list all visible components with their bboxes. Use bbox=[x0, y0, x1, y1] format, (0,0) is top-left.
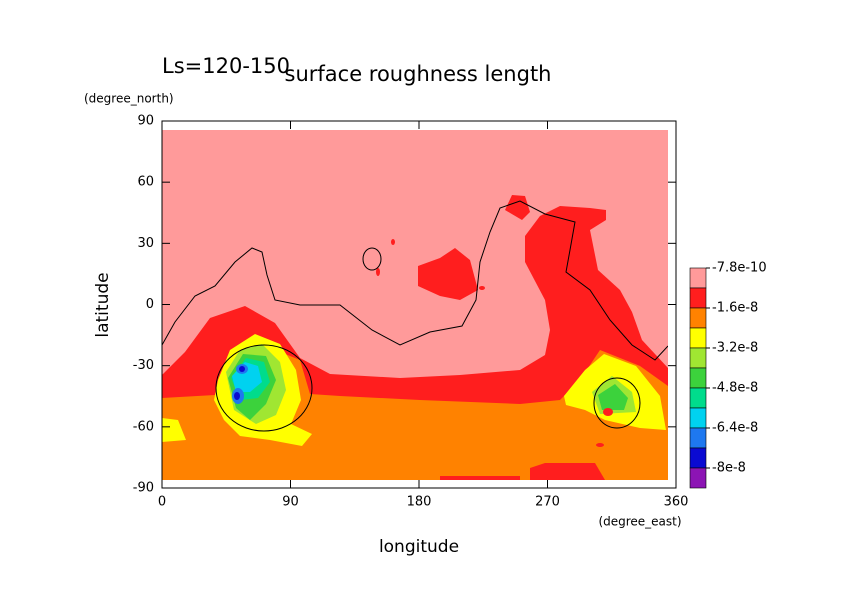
contour-line bbox=[362, 247, 382, 271]
y-axis-label: latitude bbox=[93, 272, 113, 337]
x-tick-label: 0 bbox=[158, 495, 166, 510]
colorbar-label: -6.4e-8 bbox=[712, 421, 758, 436]
colorbar-label: -1.6e-8 bbox=[712, 301, 758, 316]
colorbar-box bbox=[689, 307, 707, 329]
contour-region bbox=[239, 366, 245, 372]
colorbar-box bbox=[689, 267, 707, 289]
contour-region bbox=[162, 418, 186, 442]
chart-title: surface roughness length bbox=[285, 62, 552, 86]
colorbar-box bbox=[689, 427, 707, 449]
colorbar-box bbox=[689, 387, 707, 409]
colorbar-box bbox=[689, 327, 707, 349]
colorbar-box bbox=[689, 467, 707, 489]
x-unit: (degree_east) bbox=[598, 515, 681, 529]
y-tick-label: 90 bbox=[137, 114, 154, 129]
colorbar-box bbox=[689, 367, 707, 389]
contour-region bbox=[234, 392, 240, 400]
contour-region bbox=[376, 268, 380, 276]
colorbar-box bbox=[689, 407, 707, 429]
colorbar-box bbox=[689, 287, 707, 309]
contour-region bbox=[603, 408, 613, 416]
contour-field bbox=[162, 130, 668, 480]
y-tick-label: -90 bbox=[133, 481, 154, 496]
contour-region bbox=[530, 463, 605, 480]
y-unit: (degree_north) bbox=[84, 92, 174, 106]
contour-region bbox=[598, 384, 628, 410]
contour-region bbox=[596, 443, 604, 447]
x-tick-label: 270 bbox=[535, 495, 560, 510]
contour-region bbox=[391, 239, 395, 245]
topography-contours bbox=[162, 200, 668, 432]
x-tick-label: 90 bbox=[282, 495, 299, 510]
contour-region bbox=[440, 476, 520, 480]
y-tick-label: 30 bbox=[137, 236, 154, 251]
colorbar-label: -4.8e-8 bbox=[712, 381, 758, 396]
annotation: Ls=120-150 bbox=[162, 54, 290, 78]
colorbar-box bbox=[689, 347, 707, 369]
x-tick-label: 360 bbox=[664, 495, 689, 510]
y-tick-label: 0 bbox=[146, 297, 154, 312]
colorbar-box bbox=[689, 447, 707, 469]
contour-region bbox=[418, 248, 478, 300]
y-tick-label: -60 bbox=[133, 419, 154, 434]
colorbar-label: -7.8e-10 bbox=[712, 261, 767, 276]
contour-region bbox=[479, 286, 485, 290]
contour-line bbox=[162, 200, 668, 361]
x-tick-label: 180 bbox=[407, 495, 432, 510]
contour-region bbox=[505, 195, 530, 220]
x-axis-label: longitude bbox=[379, 537, 459, 557]
colorbar-label: -3.2e-8 bbox=[712, 341, 758, 356]
y-tick-label: -30 bbox=[133, 358, 154, 373]
y-tick-label: 60 bbox=[137, 175, 154, 190]
contour-line bbox=[593, 377, 641, 429]
contour-line bbox=[215, 344, 313, 432]
colorbar-label: -8e-8 bbox=[712, 461, 746, 476]
